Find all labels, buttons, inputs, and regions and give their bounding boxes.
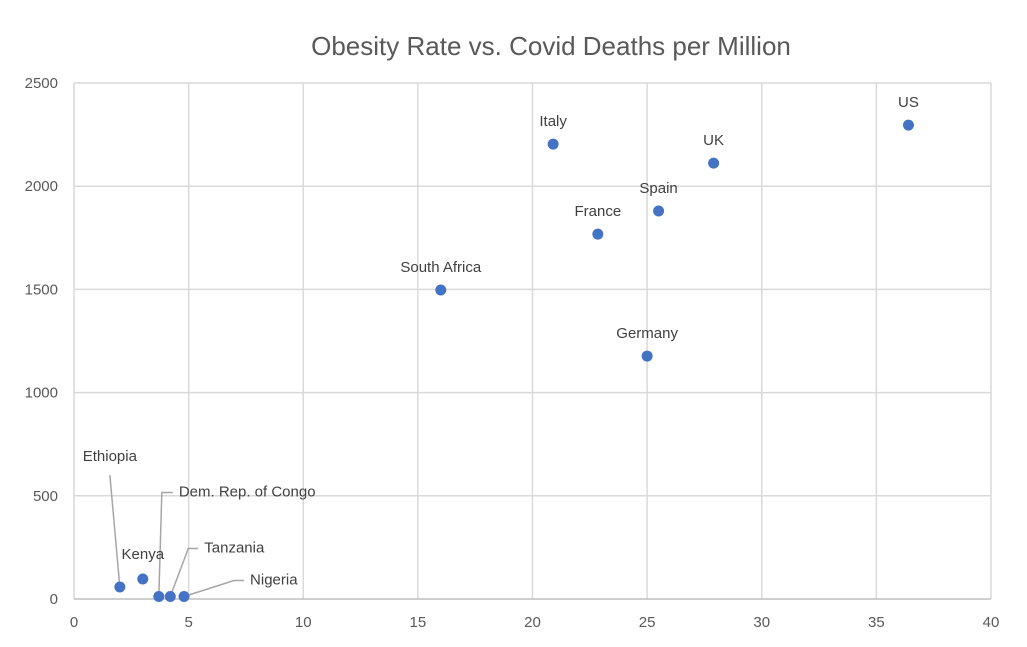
leader-line — [158, 491, 173, 597]
data-point — [902, 119, 914, 131]
data-label: Kenya — [122, 546, 165, 563]
x-tick-label: 25 — [639, 614, 656, 631]
data-point — [164, 591, 176, 603]
x-tick-label: 20 — [524, 614, 541, 631]
data-label: Germany — [616, 325, 678, 342]
x-tick-label: 15 — [410, 614, 427, 631]
chart-title: Obesity Rate vs. Covid Deaths per Millio… — [311, 31, 791, 61]
data-point — [708, 157, 720, 169]
y-tick-label: 2500 — [25, 75, 58, 92]
y-tick-label: 500 — [33, 488, 58, 505]
y-tick-label: 1500 — [25, 281, 58, 298]
data-point — [592, 228, 604, 240]
data-point — [435, 284, 447, 296]
x-tick-label: 30 — [753, 614, 770, 631]
x-tick-label: 35 — [868, 614, 885, 631]
data-label: Spain — [639, 180, 677, 197]
data-label: Tanzania — [204, 540, 265, 557]
data-label: Italy — [539, 113, 567, 130]
data-label: Nigeria — [250, 572, 298, 589]
y-tick-label: 2000 — [25, 178, 58, 195]
data-label: South Africa — [400, 259, 482, 276]
data-label: UK — [703, 132, 724, 149]
y-tick-label: 1000 — [25, 385, 58, 402]
leader-line — [109, 474, 121, 588]
x-tick-label: 10 — [295, 614, 312, 631]
data-point — [137, 573, 149, 585]
x-tick-label: 5 — [184, 614, 192, 631]
data-label: Ethiopia — [83, 448, 138, 465]
data-label: US — [898, 94, 919, 111]
data-point — [153, 591, 165, 603]
y-tick-label: 0 — [50, 591, 58, 608]
leader-line — [169, 547, 199, 597]
data-label: Dem. Rep. of Congo — [179, 484, 316, 501]
data-point — [547, 138, 559, 150]
x-tick-label: 40 — [983, 614, 1000, 631]
data-point — [114, 581, 126, 593]
x-tick-label: 0 — [70, 614, 78, 631]
data-point — [178, 591, 190, 603]
leader-line — [183, 579, 245, 598]
data-point — [641, 350, 653, 362]
data-point — [653, 205, 665, 217]
data-label: France — [574, 203, 621, 220]
